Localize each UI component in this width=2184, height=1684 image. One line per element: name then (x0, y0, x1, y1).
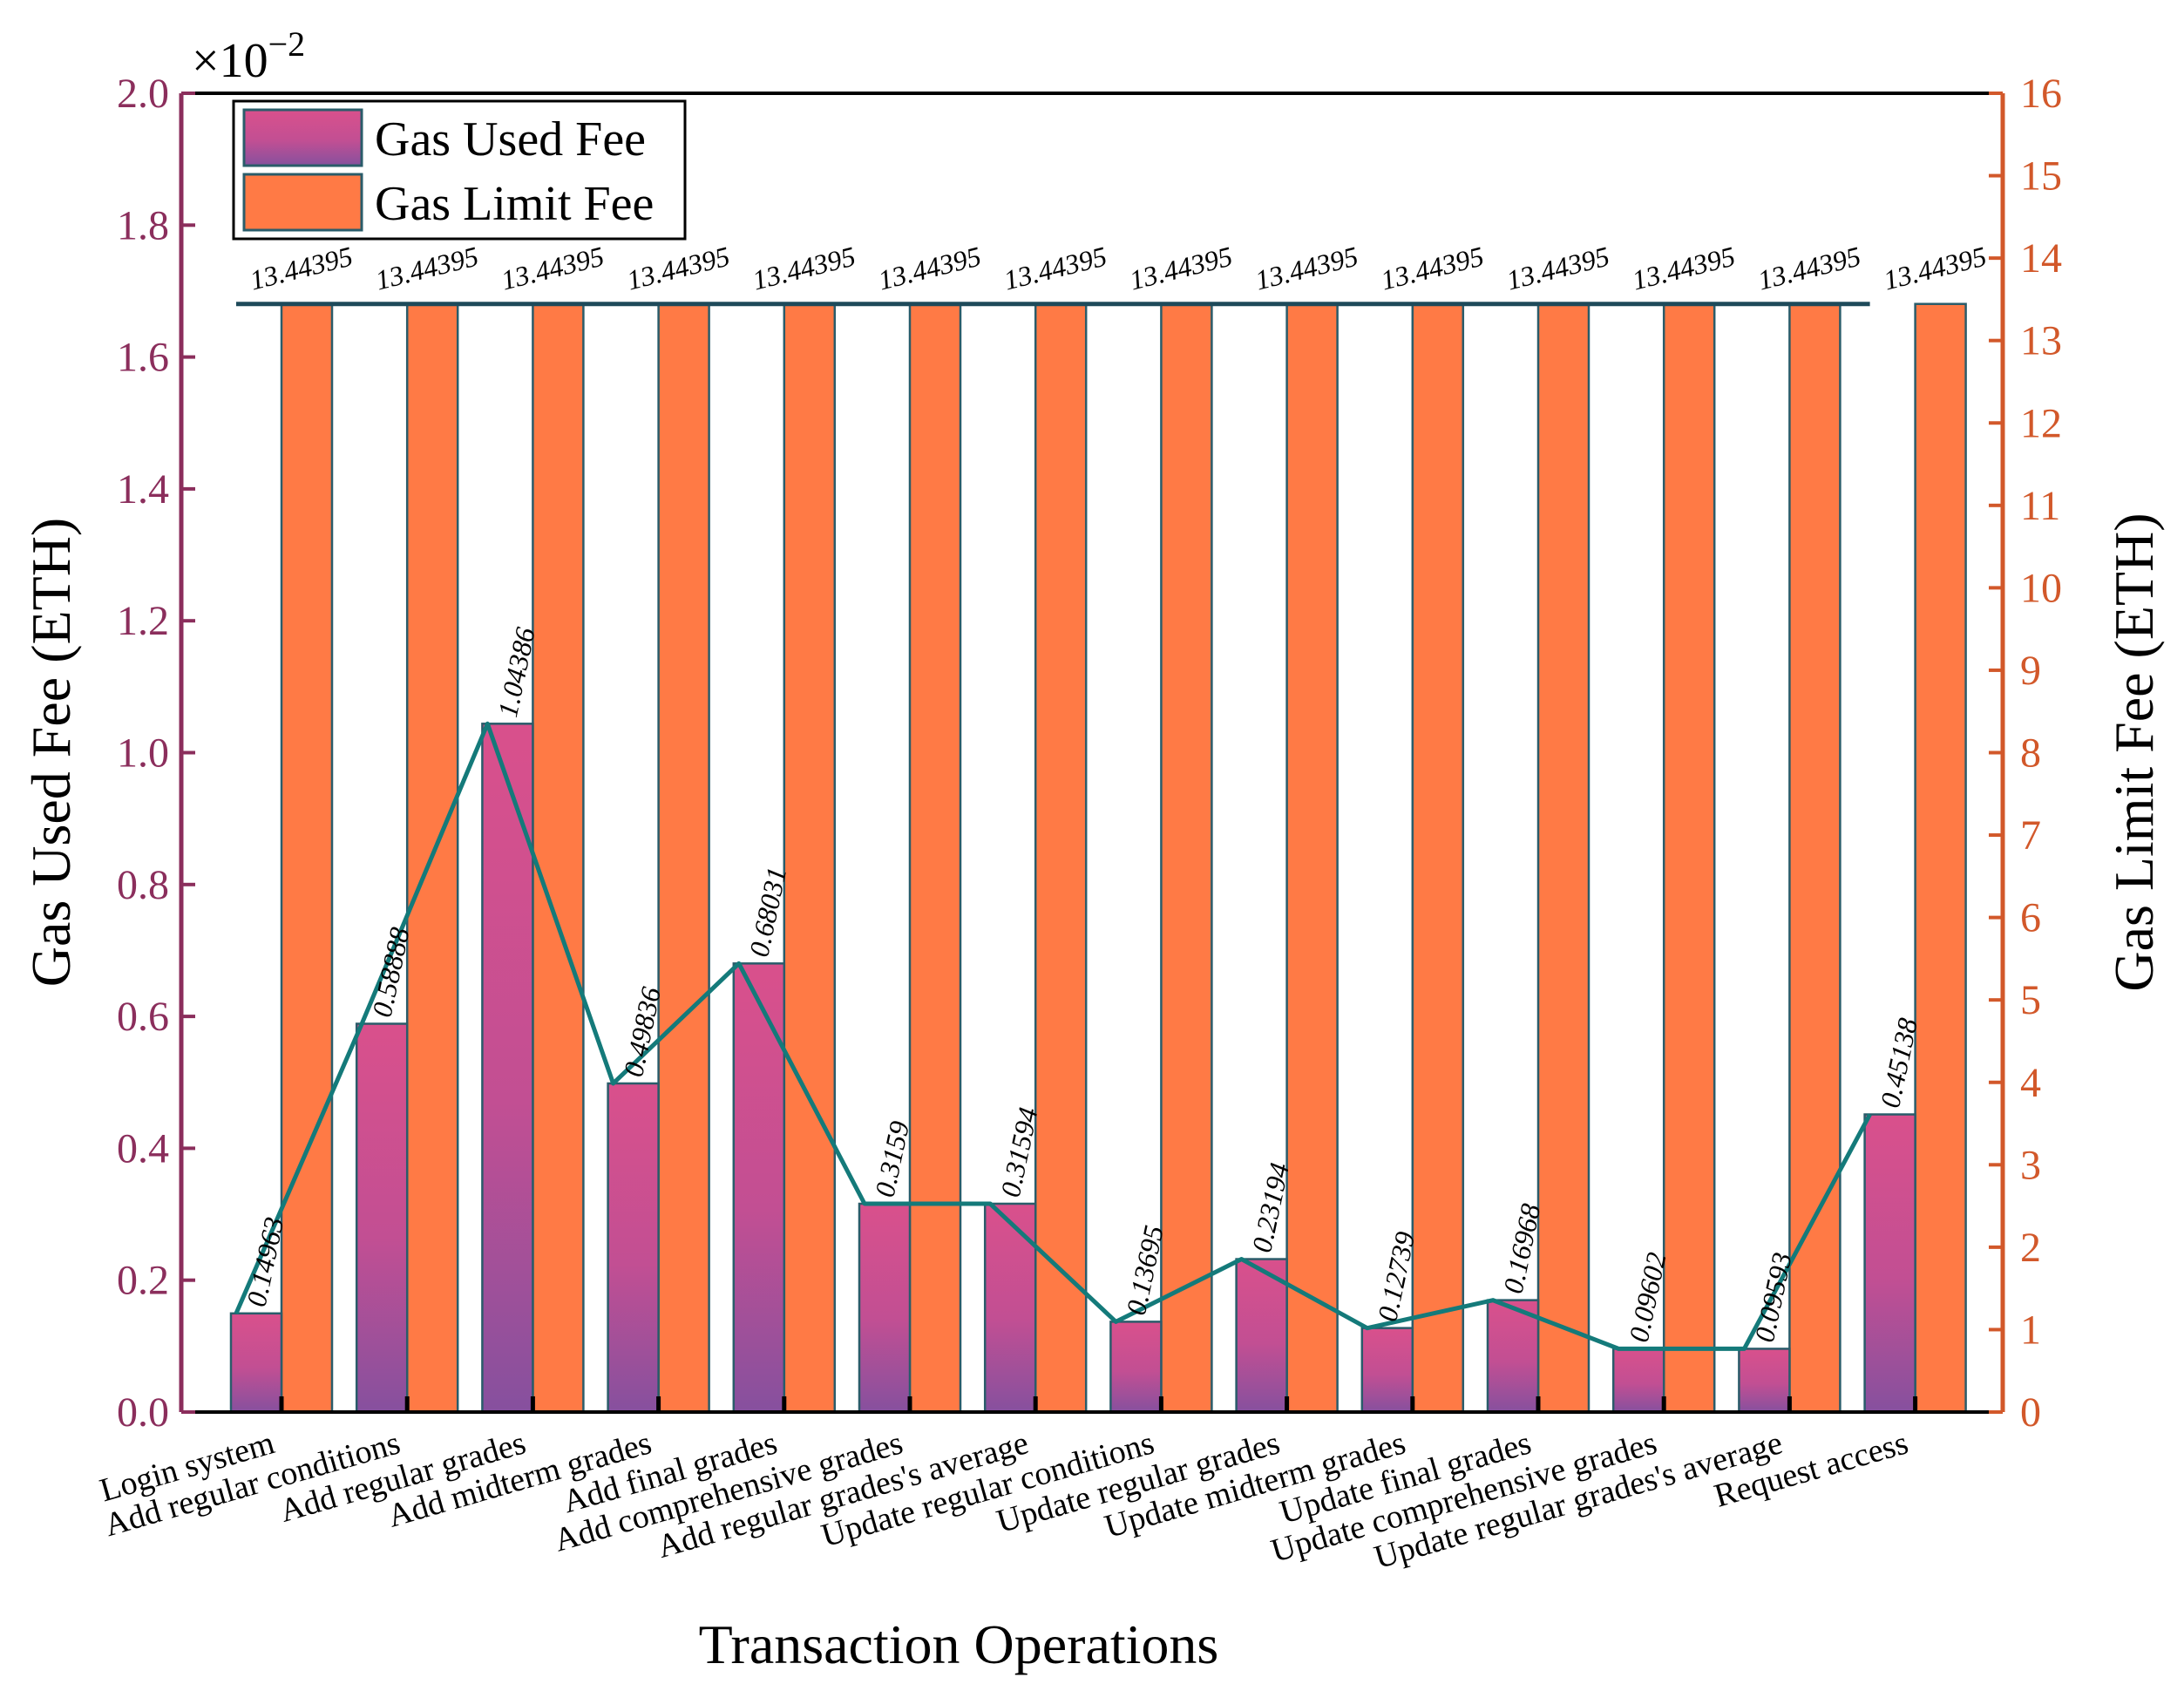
left-axis-title: Gas Used Fee (ETH) (20, 518, 82, 988)
left-tick-label-5: 1.0 (117, 730, 169, 777)
left-tick-label-9: 1.8 (117, 202, 169, 248)
gas-limit-bar-3 (657, 302, 710, 1414)
left-tick-label-6: 1.2 (117, 598, 169, 644)
right-tick-label-1: 1 (2020, 1307, 2041, 1353)
gas-used-bar-10 (1486, 1299, 1540, 1414)
left-tick-label-7: 1.4 (117, 466, 169, 513)
right-tick-label-13: 13 (2020, 318, 2062, 364)
gas-limit-bar-11 (1662, 302, 1716, 1414)
right-tick-label-2: 2 (2020, 1225, 2041, 1271)
gas-used-bar-12 (1738, 1348, 1791, 1414)
left-tick-label-4: 0.8 (117, 862, 169, 908)
gas-used-bar-7 (1109, 1321, 1163, 1414)
right-tick-label-5: 5 (2020, 977, 2041, 1023)
right-axis-title: Gas Limit Fee (ETH) (2103, 513, 2165, 991)
gas-limit-bar-4 (783, 302, 837, 1414)
right-tick-label-6: 6 (2020, 895, 2041, 941)
left-tick-label-2: 0.4 (117, 1125, 169, 1171)
gas-limit-bars (280, 302, 1967, 1414)
legend-swatch-gas-used (242, 108, 363, 167)
series-lines (234, 302, 1872, 1351)
legend: Gas Used Fee Gas Limit Fee (232, 99, 687, 241)
gas-used-bar-11 (1611, 1348, 1665, 1414)
gas-limit-bar-7 (1160, 302, 1213, 1414)
x-axis-ticks (279, 1396, 1918, 1412)
gas-limit-bar-6 (1034, 302, 1088, 1414)
right-tick-label-15: 15 (2020, 153, 2062, 200)
left-axis-multiplier: ×10−2 (192, 24, 305, 88)
gas-limit-bar-12 (1788, 302, 1841, 1414)
left-tick-label-10: 2.0 (117, 71, 169, 117)
right-tick-label-11: 11 (2020, 483, 2060, 529)
gas-limit-bar-8 (1285, 302, 1339, 1414)
left-tick-label-0: 0.0 (117, 1389, 169, 1436)
gas-limit-bar-5 (908, 302, 962, 1414)
right-tick-label-8: 8 (2020, 730, 2041, 777)
right-tick-label-12: 12 (2020, 400, 2062, 446)
gas-used-bar-0 (229, 1312, 283, 1414)
right-tick-label-4: 4 (2020, 1060, 2041, 1106)
gas-used-bar-3 (607, 1082, 660, 1414)
gas-limit-bar-13 (1914, 302, 1967, 1414)
gas-used-bar-6 (983, 1202, 1037, 1414)
legend-label-gas-used: Gas Used Fee (375, 112, 646, 166)
gas-used-bar-9 (1360, 1327, 1414, 1414)
right-tick-label-16: 16 (2020, 71, 2062, 117)
right-tick-label-3: 3 (2020, 1142, 2041, 1188)
gas-used-bar-1 (355, 1022, 409, 1414)
gas-limit-bar-9 (1411, 302, 1465, 1414)
gas-used-bar-13 (1863, 1113, 1916, 1414)
right-tick-label-9: 9 (2020, 648, 2041, 694)
left-tick-label-3: 0.6 (117, 994, 169, 1040)
gas-used-trend-line (234, 721, 1872, 1351)
gas-used-bar-2 (481, 723, 534, 1414)
left-tick-label-1: 0.2 (117, 1258, 169, 1304)
gas-limit-bar-2 (532, 302, 585, 1414)
right-tick-label-10: 10 (2020, 565, 2062, 611)
gas-used-bar-5 (858, 1202, 912, 1414)
gas-used-bar-8 (1235, 1258, 1288, 1414)
legend-swatch-gas-limit (242, 173, 363, 232)
left-axis-ticks: 0.0 0.2 0.4 0.6 0.8 1.0 1.2 1.4 1.6 1.8 2.0 (117, 71, 195, 1436)
legend-label-gas-limit: Gas Limit Fee (375, 177, 654, 231)
gas-used-bars (229, 723, 1916, 1414)
gas-limit-bar-10 (1536, 302, 1591, 1414)
right-tick-label-0: 0 (2020, 1389, 2041, 1436)
gas-limit-bar-0 (280, 302, 334, 1414)
x-axis-title: Transaction Operations (699, 1613, 1219, 1675)
right-tick-label-7: 7 (2020, 812, 2041, 859)
right-tick-label-14: 14 (2020, 235, 2062, 282)
gas-used-bar-4 (732, 962, 786, 1414)
left-tick-label-8: 1.6 (117, 335, 169, 381)
